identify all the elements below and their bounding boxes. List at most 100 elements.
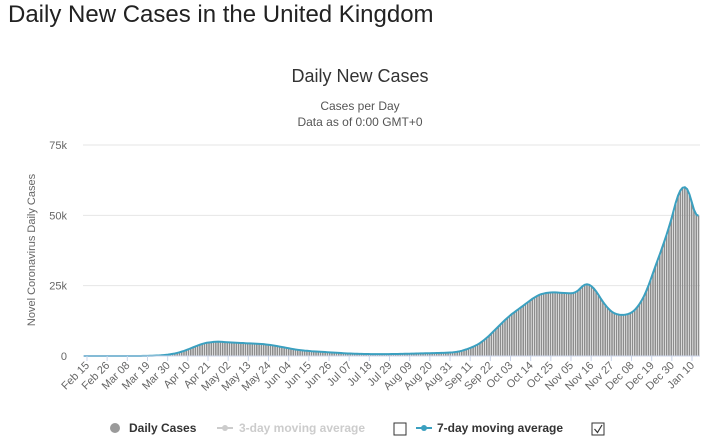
daily-cases-bar — [586, 284, 588, 356]
daily-cases-bar — [456, 351, 458, 356]
daily-cases-bar — [276, 346, 279, 356]
daily-cases-bar — [194, 346, 197, 356]
daily-cases-bar — [215, 341, 217, 356]
daily-cases-bar — [433, 353, 436, 356]
daily-cases-bar — [467, 348, 470, 356]
daily-cases-bar — [192, 347, 194, 356]
daily-cases-bar — [449, 352, 452, 356]
daily-cases-bar — [331, 352, 333, 356]
daily-cases-bar — [335, 352, 338, 356]
daily-cases-bar — [590, 286, 593, 356]
daily-cases-bar — [180, 351, 183, 356]
daily-cases-bar — [668, 227, 670, 356]
daily-cases-bar — [647, 285, 650, 356]
checkbox-unchecked-icon — [393, 422, 407, 436]
daily-cases-bar — [483, 339, 486, 356]
daily-cases-bar — [561, 292, 563, 356]
daily-cases-bar — [187, 349, 190, 356]
daily-cases-bar — [283, 347, 285, 356]
daily-cases-bar — [415, 353, 417, 356]
legend-item-daily-cases[interactable]: Daily Cases — [110, 421, 197, 435]
daily-cases-bar — [536, 296, 538, 356]
legend: Daily Cases 3-day moving average 7-day m… — [110, 421, 605, 436]
daily-cases-bar — [654, 266, 657, 356]
daily-cases-bar — [451, 352, 454, 356]
daily-cases-bar — [554, 292, 556, 356]
daily-cases-bar — [520, 307, 522, 356]
chart-title: Daily New Cases — [291, 66, 428, 86]
daily-cases-bar — [670, 219, 672, 356]
daily-cases-bar — [474, 345, 477, 356]
daily-cases-bar — [447, 352, 449, 356]
daily-cases-bar — [552, 292, 554, 356]
daily-cases-bar — [547, 292, 550, 356]
daily-cases-bar — [602, 301, 604, 356]
daily-cases-bar — [686, 189, 688, 356]
daily-cases-bar — [260, 344, 263, 356]
daily-cases-bar — [606, 307, 609, 356]
legend-item-seven-day-average[interactable]: 7-day moving average — [416, 421, 563, 435]
checkmark-icon — [594, 424, 603, 434]
daily-cases-bar — [640, 300, 643, 356]
daily-cases-bar — [661, 247, 663, 356]
daily-cases-bar — [422, 353, 424, 356]
daily-cases-bar — [529, 300, 531, 356]
daily-cases-bar — [511, 314, 513, 356]
daily-cases-bar — [246, 343, 249, 356]
daily-cases-bar — [470, 347, 472, 356]
daily-cases-bar — [274, 345, 276, 356]
daily-cases-bar — [303, 350, 306, 356]
seven-day-toggle-checkbox[interactable] — [591, 422, 605, 436]
daily-cases-bar — [219, 341, 222, 356]
daily-cases-bar — [306, 350, 308, 356]
daily-cases-bar — [533, 297, 536, 356]
daily-cases-bar — [326, 352, 329, 356]
daily-cases-bar — [413, 353, 415, 356]
daily-cases-bar — [442, 352, 445, 356]
daily-cases-bar — [208, 342, 210, 356]
daily-cases-bar — [338, 352, 340, 356]
daily-cases-bar — [324, 352, 326, 356]
daily-cases-bar — [458, 351, 461, 356]
daily-cases-bar — [344, 353, 347, 356]
daily-cases-bar — [577, 290, 579, 356]
legend-item-three-day-average[interactable]: 3-day moving average — [217, 421, 365, 435]
daily-cases-bar — [294, 349, 297, 356]
daily-cases-bar — [435, 353, 438, 356]
y-axis-ticks: 0 25k 50k 75k — [49, 140, 67, 363]
daily-cases-bar — [397, 353, 399, 356]
daily-cases-bar — [228, 342, 231, 356]
daily-cases-bar — [627, 314, 629, 356]
daily-cases-bar — [185, 350, 188, 356]
daily-cases-bar — [212, 341, 215, 356]
daily-cases-bar — [424, 353, 427, 356]
daily-cases-bar — [495, 328, 497, 356]
daily-cases-bar — [679, 190, 682, 356]
daily-cases-bar — [599, 298, 602, 356]
daily-cases-bar — [629, 313, 632, 356]
y-axis-label: Novel Coronavirus Daily Cases — [26, 173, 38, 326]
daily-cases-bar — [604, 304, 606, 356]
daily-cases-bar — [299, 350, 301, 356]
checkbox-checked-icon — [591, 422, 605, 436]
daily-cases-bar — [608, 309, 611, 356]
daily-cases-bar — [360, 353, 363, 356]
seven-day-moving-average-line — [83, 186, 700, 357]
daily-cases-bar — [572, 292, 575, 356]
daily-cases-bar — [542, 293, 545, 356]
daily-cases-bar — [615, 314, 618, 356]
daily-cases-bar — [649, 279, 652, 356]
daily-cases-bar — [504, 319, 506, 356]
daily-cases-bar — [624, 314, 627, 356]
daily-cases-bar — [201, 343, 203, 356]
daily-cases-bar — [256, 343, 258, 356]
daily-cases-bar — [690, 201, 693, 356]
daily-cases-bar — [558, 292, 561, 356]
daily-cases-bar — [244, 343, 247, 356]
three-day-toggle-checkbox[interactable] — [393, 422, 407, 436]
daily-cases-bar — [681, 187, 684, 356]
daily-cases-bar — [301, 350, 304, 356]
daily-cases-bar — [481, 341, 484, 356]
daily-cases-bar — [347, 353, 349, 356]
